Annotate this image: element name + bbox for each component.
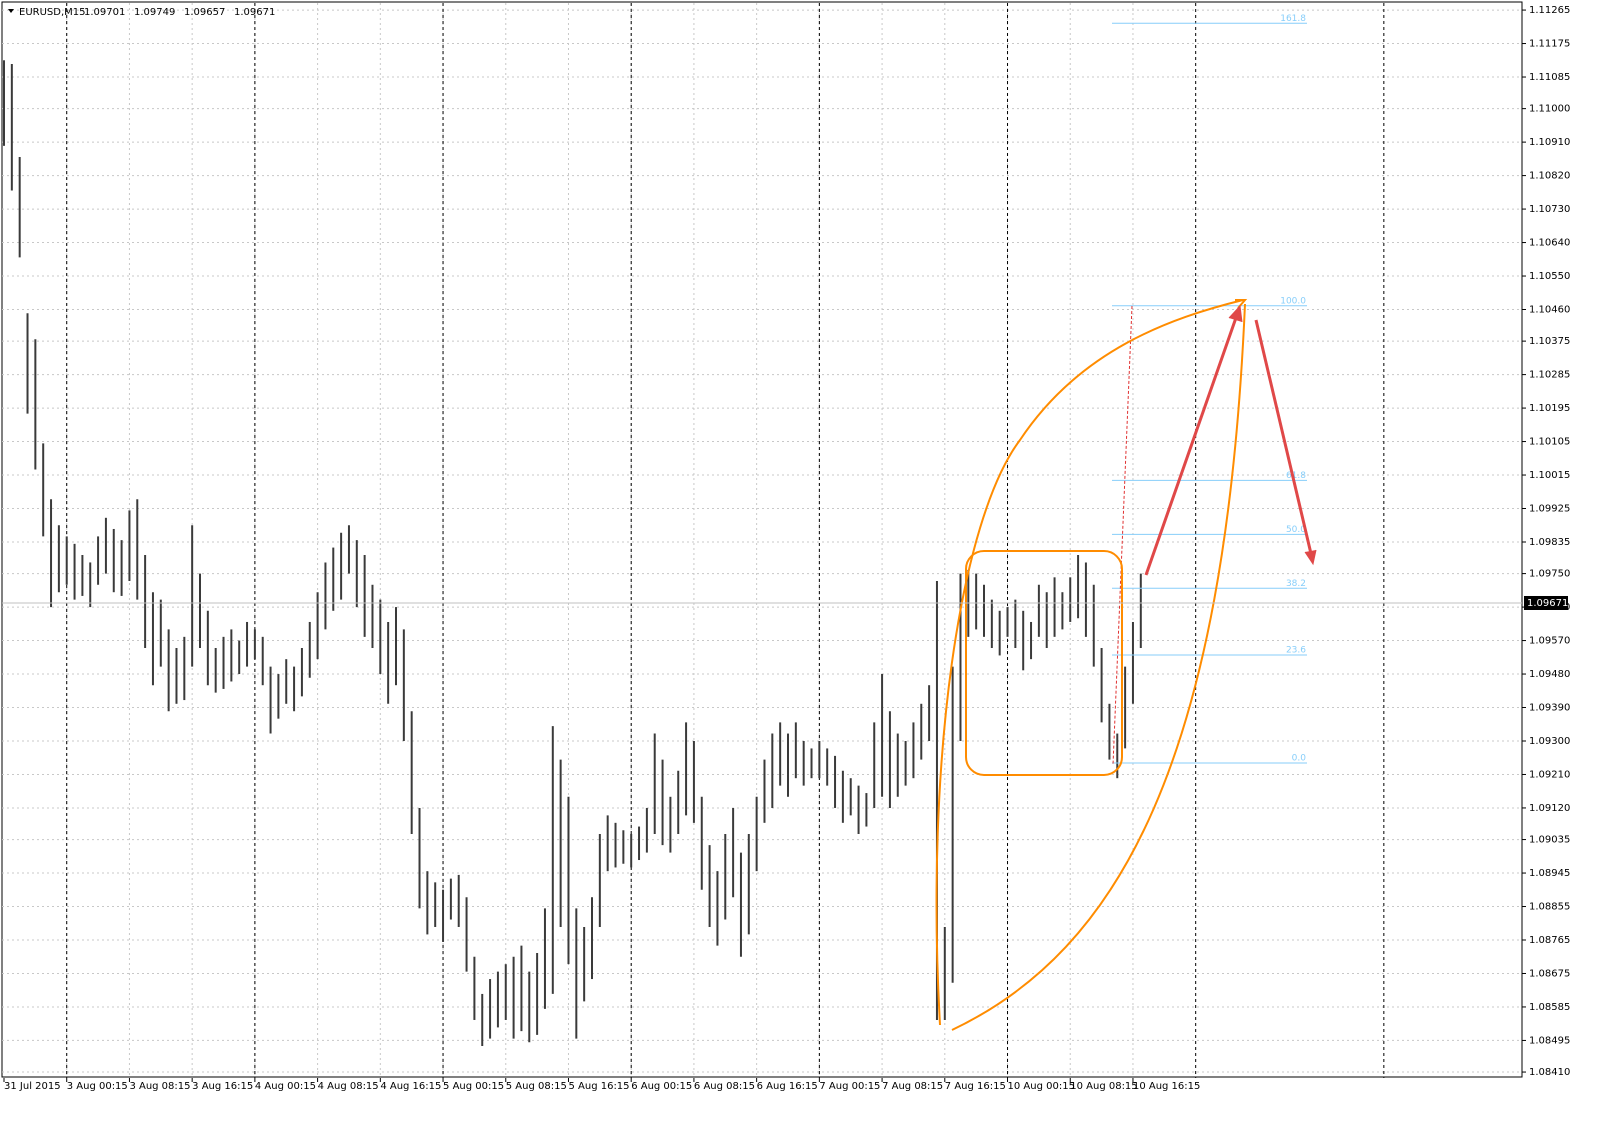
x-tick-label: 10 Aug 08:15 [1070,1081,1137,1092]
y-tick-label: 1.10820 [1529,171,1570,182]
y-tick-label: 1.10105 [1529,437,1570,448]
x-tick-label: 3 Aug 00:15 [67,1081,128,1092]
y-tick-label: 1.10640 [1529,238,1570,249]
ohlc-value: 1.09671 [234,7,275,18]
last-price-label: 1.09671 [1527,598,1568,609]
y-tick-label: 1.08765 [1529,935,1570,946]
y-tick-label: 1.09570 [1529,636,1570,647]
y-tick-label: 1.09480 [1529,669,1570,680]
y-tick-label: 1.09835 [1529,537,1570,548]
y-tick-label: 1.10285 [1529,370,1570,381]
x-tick-label: 3 Aug 16:15 [192,1081,253,1092]
plot-frame [1,1,1523,1078]
y-tick-label: 1.08495 [1529,1035,1570,1046]
x-tick-label: 6 Aug 16:15 [757,1081,818,1092]
x-tick-label: 5 Aug 00:15 [443,1081,504,1092]
y-tick-label: 1.08945 [1529,868,1570,879]
ohlc-value: 1.09657 [184,7,225,18]
projection-curve [951,303,1246,1031]
x-tick-label: 10 Aug 16:15 [1133,1081,1200,1092]
x-tick-label: 5 Aug 16:15 [568,1081,629,1092]
y-tick-label: 1.10910 [1529,137,1570,148]
x-tick-label: 7 Aug 00:15 [819,1081,880,1092]
y-tick-label: 1.08410 [1529,1067,1570,1078]
y-tick-label: 1.10460 [1529,305,1570,316]
menu-icon[interactable] [8,9,14,13]
y-tick-label: 1.11085 [1529,72,1570,83]
y-tick-label: 1.10550 [1529,271,1570,282]
fibo-label: 0.0 [1292,753,1307,763]
annotations [935,299,1317,1031]
y-tick-label: 1.09390 [1529,703,1570,714]
y-tick-label: 1.09750 [1529,569,1570,580]
ohlc-value: 1.09701 [84,7,125,18]
ohlc-value: 1.09749 [134,7,175,18]
x-tick-label: 7 Aug 16:15 [945,1081,1006,1092]
up-arrow [1144,311,1240,576]
arrow-head [1228,304,1243,323]
x-tick-label: 5 Aug 08:15 [506,1081,567,1092]
grid [2,3,1522,1078]
fibo-trend-line [1112,305,1133,766]
y-tick-label: 1.10375 [1529,336,1570,347]
x-tick-label: 4 Aug 00:15 [255,1081,316,1092]
y-tick-label: 1.08585 [1529,1002,1570,1013]
fibo-label: 100.0 [1280,296,1306,306]
x-tick-label: 10 Aug 00:15 [1008,1081,1075,1092]
range-box [965,550,1123,776]
y-tick-label: 1.09120 [1529,803,1570,814]
header: EURUSD,M15 1.09701 1.09749 1.09657 1.09671 [8,7,275,18]
y-tick-label: 1.10195 [1529,403,1570,414]
x-tick-label: 3 Aug 08:15 [129,1081,190,1092]
fibonacci: 161.8 100.0 61.8 50.0 38.2 23.6 0.0 [1112,14,1307,764]
x-tick-label: 6 Aug 00:15 [631,1081,692,1092]
y-tick-label: 1.09300 [1529,736,1570,747]
fibo-label: 38.2 [1286,579,1306,589]
x-tick-label: 4 Aug 16:15 [380,1081,441,1092]
y-tick-label: 1.08675 [1529,968,1570,979]
last-price-box [1524,595,1568,610]
fibo-label: 161.8 [1280,14,1306,24]
y-tick-label: 1.09925 [1529,504,1570,515]
bars [3,60,1142,1047]
y-tick-label: 1.11000 [1529,104,1570,115]
y-tick-label: 1.10015 [1529,470,1570,481]
fibo-label: 61.8 [1286,471,1306,481]
y-tick-label: 1.09035 [1529,835,1570,846]
symbol: EURUSD,M15 [19,7,85,18]
y-tick-label: 1.08855 [1529,902,1570,913]
projection-curve [935,299,1244,1026]
y-tick-label: 1.11175 [1529,39,1570,50]
y-tick-label: 1.09210 [1529,769,1570,780]
price-axis: 1.11265 1.11175 1.11085 1.11000 1.10910 1.108… [2,5,1570,1092]
x-tick-label: 7 Aug 08:15 [882,1081,943,1092]
fibo-label: 50.0 [1286,525,1306,535]
down-arrow [1254,319,1314,559]
x-tick-label: 31 Jul 2015 [4,1081,61,1092]
x-tick-label: 6 Aug 08:15 [694,1081,755,1092]
fibo-label: 23.6 [1286,646,1306,656]
arrow-head [1304,549,1317,566]
y-tick-label: 1.11265 [1529,5,1570,16]
x-tick-label: 4 Aug 08:15 [318,1081,379,1092]
y-tick-label: 1.10730 [1529,204,1570,215]
